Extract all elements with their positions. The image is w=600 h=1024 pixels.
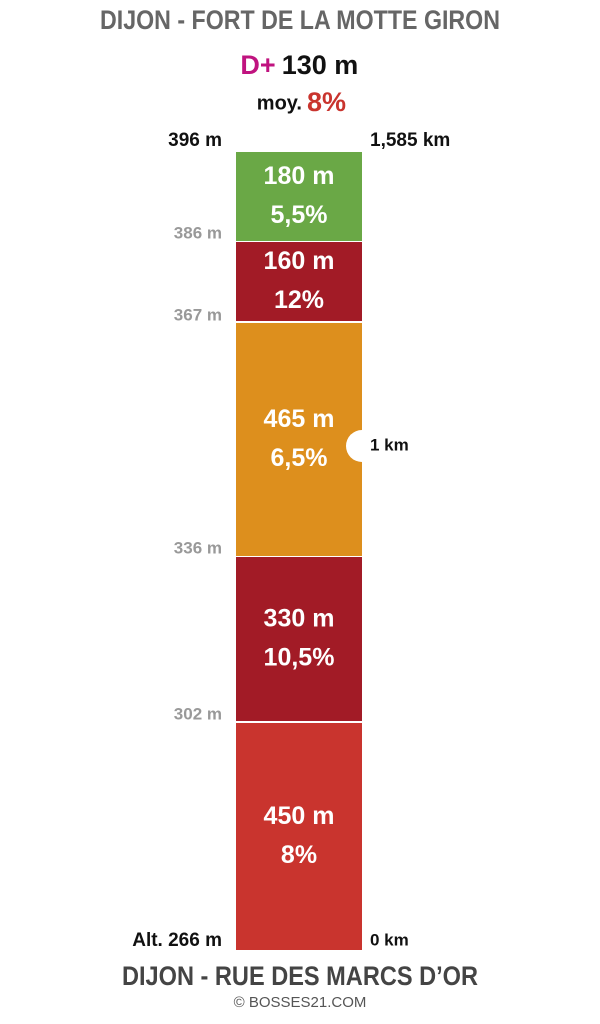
segment (236, 723, 362, 950)
gain-label: D+ (240, 50, 275, 80)
segment-grade: 5,5% (271, 201, 328, 229)
altitude-label: 367 m (174, 305, 222, 324)
segment-grade: 12% (274, 286, 324, 314)
segment (236, 242, 362, 321)
segment (236, 152, 362, 241)
segment-length: 465 m (264, 405, 335, 433)
avg-label: moy. (257, 92, 302, 114)
avg: 8% (307, 87, 346, 117)
segment-length: 160 m (264, 247, 335, 275)
distance-label: 0 km (370, 930, 409, 949)
altitude-label: 396 m (168, 130, 222, 151)
segment (236, 323, 362, 556)
altitude-label: 302 m (174, 704, 222, 723)
segment-length: 450 m (264, 802, 335, 830)
altitude-label: 336 m (174, 538, 222, 557)
segment-grade: 10,5% (264, 644, 335, 672)
segment (236, 557, 362, 721)
segment-grade: 6,5% (271, 444, 328, 472)
credit: © BOSSES21.COM (234, 994, 367, 1011)
segment-length: 180 m (264, 162, 335, 190)
title: DIJON - FORT DE LA MOTTE GIRON (100, 5, 500, 35)
altitude-label: Alt. 266 m (132, 930, 222, 951)
footer-title: DIJON - RUE DES MARCS D’OR (122, 961, 478, 991)
segment-length: 330 m (264, 605, 335, 633)
altitude-label: 386 m (174, 223, 222, 242)
segment-grade: 8% (281, 841, 317, 869)
km-marker (346, 430, 362, 462)
gain: 130 m (282, 50, 359, 80)
distance-label: 1,585 km (370, 130, 450, 151)
distance-label: 1 km (370, 435, 409, 454)
